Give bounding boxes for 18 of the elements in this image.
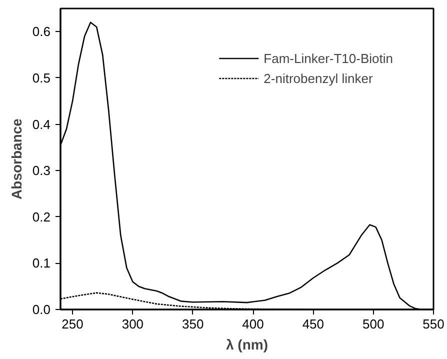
- x-axis-title: λ (nm): [226, 336, 268, 352]
- y-tick-label: 0.1: [32, 256, 51, 271]
- y-tick-label: 0.0: [32, 302, 51, 317]
- legend-label: Fam-Linker-T10-Biotin: [264, 50, 393, 66]
- y-tick-label: 0.2: [32, 209, 51, 224]
- x-tick-label: 500: [362, 316, 384, 332]
- x-tick-label: 250: [62, 316, 84, 332]
- x-tick-label: 300: [122, 316, 144, 332]
- x-tick-label: 350: [182, 316, 204, 332]
- y-tick-label: 0.3: [32, 163, 51, 178]
- y-axis-title: Absorbance: [8, 118, 24, 200]
- x-tick-label: 400: [242, 316, 264, 332]
- y-tick-label: 0.5: [32, 70, 51, 86]
- y-tick-label: 0.6: [32, 24, 51, 40]
- y-tick-label: 0.4: [32, 116, 51, 132]
- x-tick-label: 550: [422, 316, 444, 332]
- legend-label: 2-nitrobenzyl linker: [264, 70, 373, 86]
- x-tick-label: 450: [302, 316, 324, 332]
